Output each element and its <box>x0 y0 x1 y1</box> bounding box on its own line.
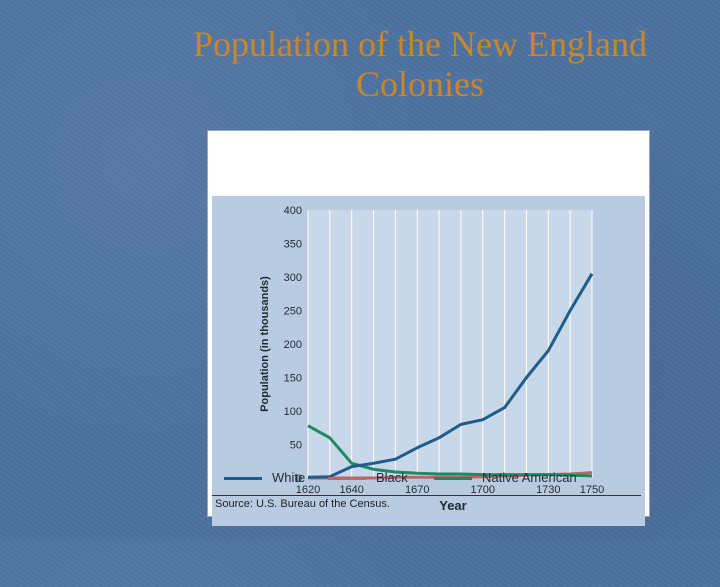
series-line-white <box>307 272 594 479</box>
y-axis-label: Population (in thousands) <box>259 276 271 412</box>
x-tick-label: 1730 <box>536 484 560 496</box>
legend-swatch-native-american <box>434 477 472 481</box>
legend-item-white: White <box>224 470 305 485</box>
y-tick-label: 150 <box>284 373 302 385</box>
legend: White Black Native American <box>212 467 645 489</box>
y-tick-label: 300 <box>284 272 302 284</box>
chart-figure: 0 50 100 150 200 250 300 350 400 1620 1640 1670 170… <box>207 130 650 526</box>
legend-swatch-white <box>224 477 262 481</box>
chart-svg: 0 50 100 150 200 250 300 350 400 1620 1640 1670 170… <box>212 196 645 526</box>
source-divider <box>212 495 641 496</box>
legend-label-native-american: Native American <box>482 470 577 485</box>
x-tick-label: 1700 <box>471 484 495 496</box>
y-tick-label: 250 <box>284 306 302 318</box>
x-tick-label: 1640 <box>339 484 363 496</box>
source-note: Source: U.S. Bureau of the Census. <box>215 498 390 510</box>
y-tick-label: 200 <box>284 339 302 351</box>
x-tick-label: 1620 <box>296 484 320 496</box>
legend-item-native-american: Native American <box>434 470 577 485</box>
legend-label-white: White <box>272 470 306 485</box>
y-tick-label: 50 <box>290 440 302 452</box>
x-axis-label: Year <box>439 498 466 513</box>
plot-area <box>308 210 592 478</box>
x-tick-label: 1670 <box>405 484 429 496</box>
legend-label-black: Black <box>376 470 408 485</box>
slide-title: Population of the New England Colonies <box>193 24 647 104</box>
x-tick-label: 1750 <box>580 484 604 496</box>
y-tick-label: 100 <box>284 406 302 418</box>
y-tick-label: 0 <box>296 473 302 485</box>
legend-swatch-black <box>328 477 366 481</box>
y-tick-label: 400 <box>284 205 302 217</box>
y-tick-label: 350 <box>284 239 302 251</box>
series-line-native-american <box>307 424 593 478</box>
legend-item-black: Black <box>328 470 408 485</box>
